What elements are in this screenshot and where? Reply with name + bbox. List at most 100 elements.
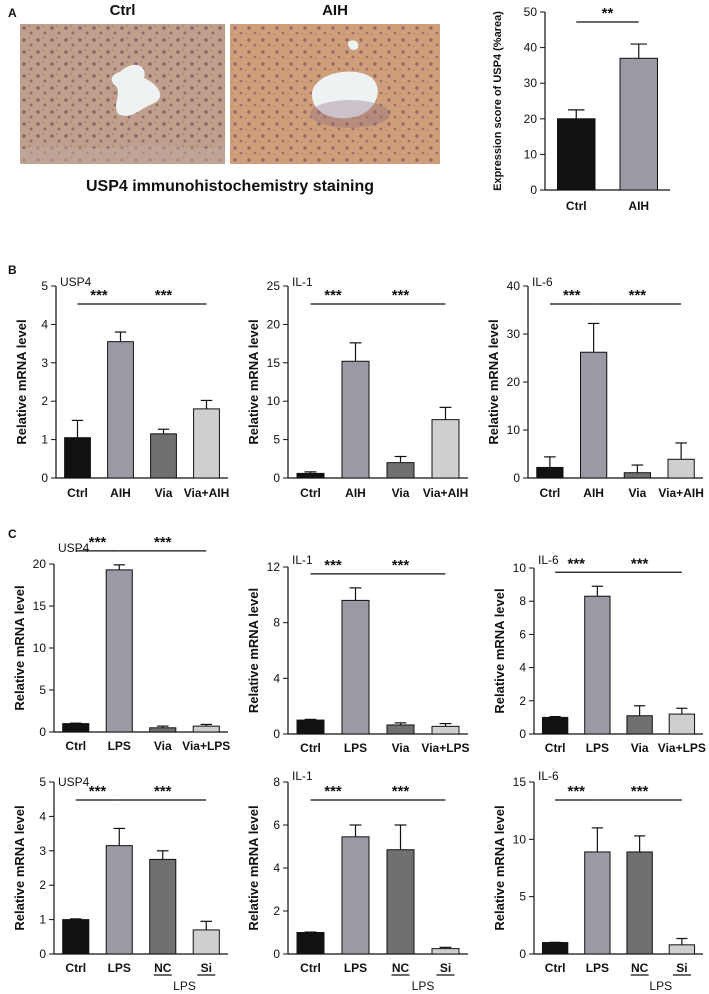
category-label: Via — [155, 486, 173, 500]
y-tick-label: 30 — [524, 76, 538, 90]
significance-label: *** — [629, 287, 647, 304]
category-label: Via — [628, 486, 646, 500]
bar-nc — [626, 851, 653, 955]
bar-lps — [105, 569, 133, 733]
y-tick-label: 0 — [273, 947, 280, 961]
significance-label: *** — [324, 557, 342, 574]
y-tick-label: 8 — [273, 616, 280, 630]
ihc-title-aih: AIH — [322, 2, 348, 19]
category-label: Via — [631, 741, 649, 755]
y-tick-label: 5 — [41, 279, 48, 293]
y-axis-label: Relative mRNA level — [492, 805, 507, 930]
bar-ctrl — [296, 932, 325, 955]
y-tick-label: 6 — [273, 818, 280, 832]
bar-ctrl — [541, 942, 569, 955]
y-tick-label: 1 — [41, 433, 48, 447]
category-label: AIH — [345, 486, 366, 500]
category-label: NC — [631, 961, 649, 975]
chart-c-usp4: 0 5 10 15 20 Relative mRNA level USP4 Ctrl LPS Vi… — [12, 534, 230, 753]
bar-ctrl — [296, 472, 325, 479]
chart-c-il1: 0 4 8 12 Relative mRNA level IL-1 Ctrl LPS Via Vi… — [246, 553, 470, 755]
category-label: Ctrl — [300, 486, 321, 500]
chart-title: IL-6 — [538, 769, 559, 783]
bar-si — [668, 944, 696, 955]
chart-title: IL-6 — [532, 275, 553, 289]
group-label: LPS — [649, 979, 672, 993]
significance-label: *** — [154, 783, 172, 800]
y-tick-label: 3 — [39, 844, 46, 858]
chart-c-il6: 0 2 4 6 8 10 Relative mRNA level IL-6 Ctrl LPS Via… — [492, 553, 706, 755]
y-tick-label: 15 — [267, 356, 281, 370]
y-tick-label: 2 — [41, 394, 48, 408]
bar-via-lps — [668, 713, 696, 735]
panel-label-b: B — [8, 263, 17, 277]
significance-label: *** — [155, 287, 173, 304]
bar-via — [149, 727, 177, 733]
bar-ctrl — [64, 437, 91, 479]
bar-via — [626, 715, 653, 735]
significance-label: *** — [563, 287, 581, 304]
panel-label-a: A — [8, 6, 17, 20]
bar-lps — [584, 851, 611, 955]
category-label: Ctrl — [300, 741, 321, 755]
y-tick-label: 0 — [530, 183, 537, 197]
bar-ctrl — [536, 466, 564, 479]
category-label: Via+AIH — [658, 486, 703, 500]
bar-ctrl — [557, 118, 596, 191]
y-tick-label: 8 — [519, 594, 526, 608]
category-label: Via+LPS — [658, 741, 706, 755]
significance-label: *** — [567, 555, 585, 572]
y-tick-label: 4 — [39, 809, 46, 823]
chart-title: IL-1 — [292, 275, 313, 289]
y-tick-label: 2 — [273, 904, 280, 918]
chart-title: IL-1 — [292, 553, 313, 567]
y-tick-label: 50 — [524, 5, 538, 19]
y-tick-label: 12 — [267, 560, 281, 574]
category-label: Ctrl — [67, 486, 88, 500]
significance-label: *** — [392, 783, 410, 800]
y-axis-label: Expression score of USP4 (%area) — [492, 11, 504, 191]
group-label: LPS — [173, 979, 196, 993]
category-label: NC — [154, 961, 172, 975]
chart-b-il6: 0 10 20 30 40 Relative mRNA level IL-6 Ctrl AIH V… — [486, 275, 704, 500]
y-tick-label: 25 — [267, 279, 281, 293]
ihc-image-aih — [230, 24, 440, 164]
y-axis-label: Relative mRNA level — [246, 805, 261, 930]
category-label: Via — [154, 739, 172, 753]
ihc-image-ctrl — [20, 24, 225, 164]
category-label: Via — [392, 486, 410, 500]
y-tick-label: 0 — [519, 727, 526, 741]
y-tick-label: 5 — [273, 433, 280, 447]
bar-via — [150, 433, 177, 479]
y-tick-label: 2 — [519, 694, 526, 708]
category-label: Via — [392, 741, 410, 755]
bar-via-lps — [192, 725, 220, 733]
category-label: Si — [440, 961, 451, 975]
y-tick-label: 8 — [273, 775, 280, 789]
category-label: AIH — [110, 486, 131, 500]
category-label: Via+LPS — [182, 739, 230, 753]
bar-via — [623, 472, 651, 479]
y-tick-label: 4 — [273, 861, 280, 875]
chart-title: USP4 — [58, 775, 90, 789]
chart-title: USP4 — [60, 275, 92, 289]
category-label: Ctrl — [300, 961, 321, 975]
y-tick-label: 15 — [33, 599, 47, 613]
y-axis-label: Relative mRNA level — [246, 588, 261, 713]
ihc-title-ctrl: Ctrl — [109, 2, 136, 19]
category-label: Via+AIH — [423, 486, 468, 500]
category-label: Si — [201, 961, 212, 975]
bar-aih — [580, 351, 608, 479]
chart-title: IL-1 — [292, 769, 313, 783]
bar-lps — [341, 836, 370, 955]
chart-b-il1: 0 5 10 15 20 25 Relative mRNA level IL-1 Ctrl AIH… — [246, 275, 468, 500]
significance-label: *** — [89, 534, 107, 551]
y-tick-label: 1 — [39, 913, 46, 927]
y-tick-label: 15 — [513, 775, 527, 789]
ihc-caption: USP4 immunohistochemistry staining — [85, 178, 375, 195]
bar-lps — [341, 599, 370, 735]
bar-ctrl — [62, 919, 90, 955]
y-tick-label: 4 — [41, 317, 48, 331]
